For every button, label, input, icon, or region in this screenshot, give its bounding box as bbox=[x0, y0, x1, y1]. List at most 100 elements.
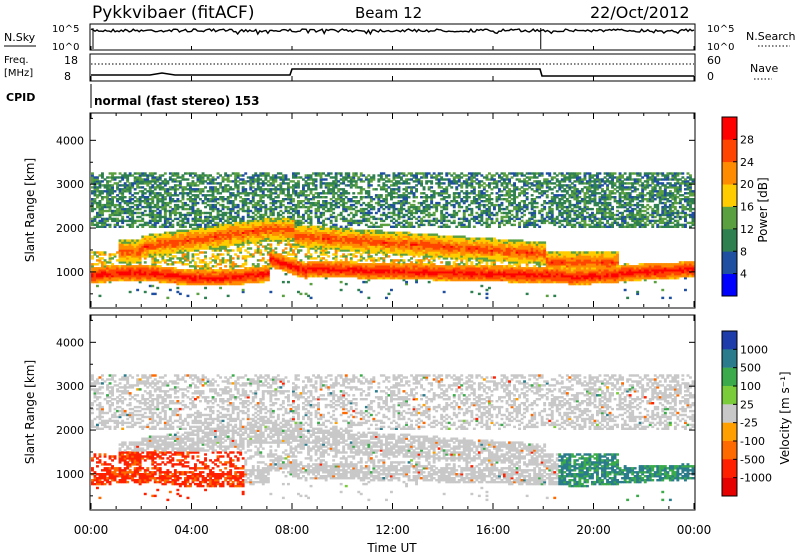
power-cell bbox=[370, 216, 373, 218]
power-cell bbox=[395, 180, 398, 182]
power-cell bbox=[415, 206, 418, 208]
power-cell bbox=[360, 263, 363, 265]
power-cell bbox=[104, 218, 107, 220]
power-cell bbox=[287, 182, 290, 184]
power-cell bbox=[217, 182, 220, 184]
power-cell bbox=[267, 184, 270, 186]
power-cell bbox=[171, 232, 174, 234]
power-cell bbox=[370, 263, 373, 265]
power-cell bbox=[372, 216, 375, 218]
power-cell bbox=[345, 202, 348, 204]
power-cell bbox=[187, 230, 190, 232]
power-cell bbox=[141, 186, 144, 188]
power-cell bbox=[192, 176, 195, 178]
power-cell bbox=[347, 206, 350, 208]
power-cell bbox=[310, 210, 313, 212]
power-cell bbox=[279, 182, 282, 184]
power-cell bbox=[315, 184, 318, 186]
power-cell bbox=[377, 174, 380, 176]
power-cell bbox=[345, 206, 348, 208]
power-cell bbox=[385, 263, 388, 265]
power-cell bbox=[247, 206, 250, 208]
power-cell bbox=[209, 174, 212, 176]
power-cell bbox=[146, 174, 149, 176]
power-cell bbox=[197, 218, 200, 220]
power-cell bbox=[375, 263, 378, 265]
power-cell bbox=[310, 261, 313, 263]
power-cell bbox=[277, 194, 280, 196]
power-cell bbox=[362, 188, 365, 190]
power-cell bbox=[182, 174, 185, 176]
power-cell bbox=[139, 208, 142, 210]
power-cell bbox=[360, 178, 363, 180]
power-cell bbox=[237, 172, 240, 174]
power-cell bbox=[315, 178, 318, 180]
power-cell bbox=[385, 180, 388, 182]
power-cell bbox=[184, 253, 187, 255]
power-cell bbox=[300, 190, 303, 192]
power-cell bbox=[408, 192, 411, 194]
power-cell bbox=[302, 226, 305, 228]
power-cell bbox=[292, 184, 295, 186]
power-cell bbox=[340, 172, 343, 174]
power-cell bbox=[134, 208, 137, 210]
power-cell bbox=[144, 222, 147, 224]
power-cell bbox=[269, 182, 272, 184]
power-cell bbox=[269, 202, 272, 204]
power-cell bbox=[136, 226, 139, 228]
power-cell bbox=[332, 200, 335, 202]
power-cell bbox=[267, 263, 270, 265]
power-cell bbox=[202, 220, 205, 222]
power-cell bbox=[129, 218, 132, 220]
power-cell bbox=[159, 192, 162, 194]
power-cell bbox=[290, 212, 293, 214]
power-cell bbox=[300, 216, 303, 218]
power-cell bbox=[352, 192, 355, 194]
power-cell bbox=[292, 208, 295, 210]
power-cell bbox=[104, 204, 107, 206]
power-cell bbox=[418, 220, 421, 222]
power-cell bbox=[219, 287, 222, 289]
power-cell bbox=[257, 245, 260, 247]
power-cell bbox=[224, 269, 227, 271]
power-cell bbox=[192, 172, 195, 174]
power-cell bbox=[262, 253, 265, 255]
power-cell bbox=[229, 174, 232, 176]
power-cell bbox=[382, 178, 385, 180]
power-cell bbox=[400, 232, 403, 234]
power-cell bbox=[355, 206, 358, 208]
power-cell bbox=[146, 214, 149, 216]
power-cell bbox=[307, 194, 310, 196]
power-cell bbox=[380, 186, 383, 188]
power-cell bbox=[252, 253, 255, 255]
power-cell bbox=[192, 180, 195, 182]
power-cell bbox=[249, 220, 252, 222]
power-cell bbox=[287, 202, 290, 204]
power-cell bbox=[290, 257, 293, 259]
power-cell bbox=[129, 224, 132, 226]
power-cell bbox=[194, 172, 197, 174]
power-cell bbox=[320, 172, 323, 174]
power-cell bbox=[224, 212, 227, 214]
power-cell bbox=[264, 261, 267, 263]
power-cell bbox=[287, 251, 290, 253]
power-cell bbox=[325, 218, 328, 220]
power-cell bbox=[184, 269, 187, 271]
power-cell bbox=[187, 178, 190, 180]
power-cell bbox=[179, 230, 182, 232]
power-cell bbox=[370, 222, 373, 224]
power-cell bbox=[101, 190, 104, 192]
power-cell bbox=[174, 200, 177, 202]
power-cell bbox=[395, 208, 398, 210]
power-cell bbox=[257, 200, 260, 202]
power-cell bbox=[315, 261, 318, 263]
power-cell bbox=[96, 222, 99, 224]
power-cell bbox=[101, 172, 104, 174]
power-cell bbox=[169, 257, 172, 259]
power-cell bbox=[114, 196, 117, 198]
power-cell bbox=[242, 178, 245, 180]
power-cell bbox=[390, 212, 393, 214]
power-cell bbox=[179, 269, 182, 271]
power-cell bbox=[101, 204, 104, 206]
power-cell bbox=[370, 230, 373, 232]
